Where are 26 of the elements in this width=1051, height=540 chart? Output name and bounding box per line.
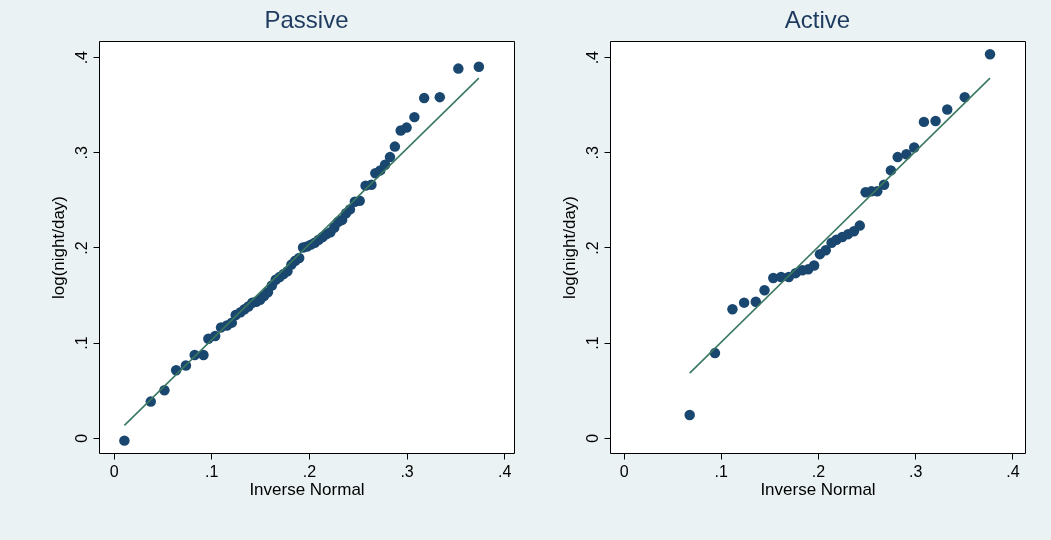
x-tick-label: .1 [205, 462, 219, 480]
y-tick-label: .3 [72, 146, 90, 160]
y-tick-label: .4 [583, 50, 601, 65]
x-tick-label: .3 [909, 462, 923, 480]
y-tick-label: .1 [583, 336, 601, 350]
x-tick-label: .2 [811, 462, 826, 480]
y-tick-label: 0 [72, 433, 90, 443]
y-tick-label: 0 [583, 433, 601, 443]
x-axis-title: Inverse Normal [760, 479, 876, 499]
y-axis-title: log(night/day) [559, 195, 579, 300]
x-tick-label: .1 [714, 462, 729, 480]
y-axis-title: log(night/day) [48, 195, 68, 300]
x-tick-label: .3 [400, 462, 414, 480]
chart-title: Active [784, 6, 851, 33]
y-tick-label: .1 [72, 336, 90, 350]
y-tick-label: .4 [72, 50, 90, 65]
x-tick-label: .4 [1006, 462, 1020, 480]
y-tick-label: .2 [583, 241, 601, 255]
y-tick-label: .2 [72, 241, 90, 255]
x-axis-title: Inverse Normal [249, 479, 365, 499]
y-tick-label: .3 [583, 146, 601, 160]
x-tick-label: .2 [302, 462, 317, 480]
x-tick-label: .4 [498, 462, 512, 480]
x-tick-label: 0 [109, 462, 119, 480]
chart-title: Passive [264, 6, 349, 33]
x-tick-label: 0 [619, 462, 629, 480]
